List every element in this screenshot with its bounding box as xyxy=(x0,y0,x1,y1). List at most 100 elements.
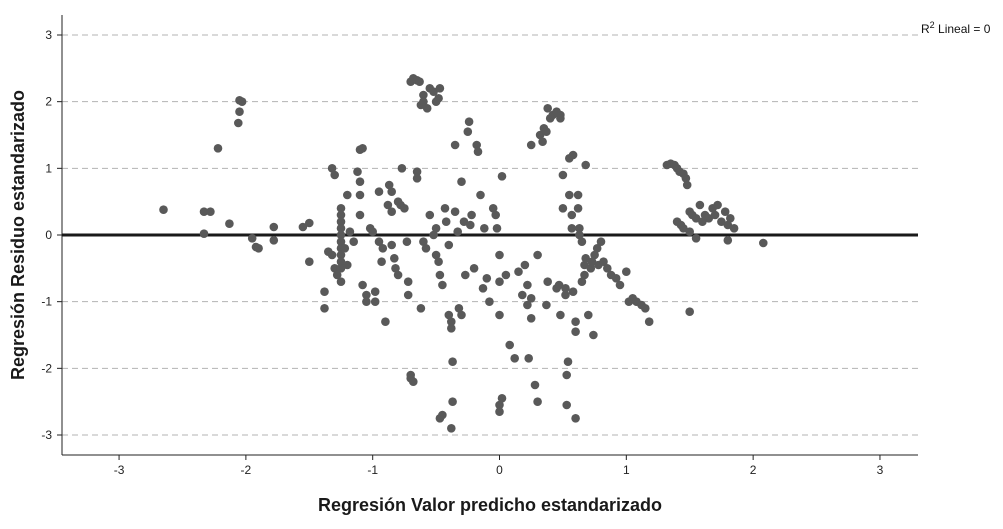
data-point xyxy=(397,164,407,173)
data-point xyxy=(464,117,474,126)
data-point xyxy=(199,207,209,216)
data-point xyxy=(691,214,701,223)
data-point xyxy=(524,354,533,363)
data-point xyxy=(247,234,257,243)
data-point xyxy=(717,217,726,226)
data-point xyxy=(495,400,504,410)
data-point xyxy=(355,210,365,220)
data-point xyxy=(336,224,346,233)
data-point xyxy=(510,354,519,363)
y-tick-label: 1 xyxy=(45,161,52,175)
data-point xyxy=(429,230,438,240)
data-point xyxy=(501,270,511,280)
data-point xyxy=(682,180,692,190)
data-point xyxy=(543,277,552,287)
data-point xyxy=(562,400,571,410)
data-point xyxy=(447,424,456,433)
data-point xyxy=(336,277,346,287)
data-point xyxy=(554,280,564,290)
data-point xyxy=(336,230,346,240)
data-point xyxy=(495,407,504,417)
data-point xyxy=(393,270,403,280)
data-point xyxy=(568,150,578,160)
data-point xyxy=(587,257,597,267)
data-point xyxy=(383,200,393,210)
r2-annotation: R2 Lineal = 0 xyxy=(921,20,991,36)
data-point xyxy=(450,140,460,150)
data-point xyxy=(269,222,279,232)
data-point xyxy=(412,167,422,176)
data-point xyxy=(603,264,612,273)
data-point xyxy=(520,260,530,270)
data-point xyxy=(491,210,501,220)
data-point xyxy=(571,327,580,337)
data-point xyxy=(235,107,244,116)
r2-annotation-r: R xyxy=(921,22,930,36)
data-point xyxy=(370,297,380,307)
data-point xyxy=(695,200,705,210)
data-point xyxy=(523,300,532,310)
data-point xyxy=(384,180,394,190)
data-point xyxy=(444,310,454,320)
data-point xyxy=(485,297,494,307)
data-point xyxy=(589,330,598,340)
data-point xyxy=(575,224,584,233)
data-point xyxy=(370,287,380,297)
data-point xyxy=(330,170,340,180)
data-point xyxy=(729,224,739,233)
data-point xyxy=(710,210,720,220)
y-axis-title: Regresión Residuo estandarizado xyxy=(8,90,28,380)
x-tick-label: 0 xyxy=(496,463,503,477)
data-point xyxy=(720,207,730,216)
data-point xyxy=(327,250,337,260)
data-point xyxy=(558,170,568,180)
data-point xyxy=(400,204,409,213)
data-point xyxy=(495,250,504,260)
data-point xyxy=(450,207,460,216)
data-point xyxy=(538,137,547,146)
data-point xyxy=(438,280,447,290)
data-point xyxy=(476,190,485,200)
data-point xyxy=(362,290,371,300)
data-point xyxy=(533,397,542,407)
data-point xyxy=(336,210,346,220)
data-point xyxy=(254,244,263,253)
data-point xyxy=(448,397,457,407)
data-point xyxy=(434,94,443,103)
data-point xyxy=(453,227,463,236)
data-point xyxy=(435,270,445,280)
data-point xyxy=(425,210,435,220)
data-point xyxy=(320,304,329,313)
data-point xyxy=(358,144,367,153)
data-point xyxy=(431,224,441,233)
data-point xyxy=(440,204,450,213)
data-point xyxy=(327,164,337,173)
data-point xyxy=(378,244,388,253)
data-point xyxy=(581,253,590,263)
data-point xyxy=(269,236,279,245)
r2-annotation-rest: Lineal = 0 xyxy=(935,22,991,36)
data-point xyxy=(415,77,424,86)
data-point xyxy=(526,314,536,323)
data-point xyxy=(206,207,215,216)
data-point xyxy=(615,280,625,290)
y-tick-label: -2 xyxy=(41,361,52,375)
data-point xyxy=(457,310,466,320)
data-point xyxy=(681,174,691,183)
data-point xyxy=(199,229,209,238)
y-tick-label: 3 xyxy=(45,28,52,42)
data-point xyxy=(691,234,701,243)
data-point xyxy=(466,220,475,230)
data-point xyxy=(421,244,431,253)
data-point xyxy=(577,237,587,246)
data-point xyxy=(575,230,584,240)
data-point xyxy=(571,414,580,423)
data-point xyxy=(305,218,314,228)
data-point xyxy=(368,227,378,236)
data-point xyxy=(641,304,650,313)
data-point xyxy=(473,147,483,156)
data-point xyxy=(580,260,589,270)
data-point xyxy=(577,277,587,287)
data-point xyxy=(412,174,422,183)
